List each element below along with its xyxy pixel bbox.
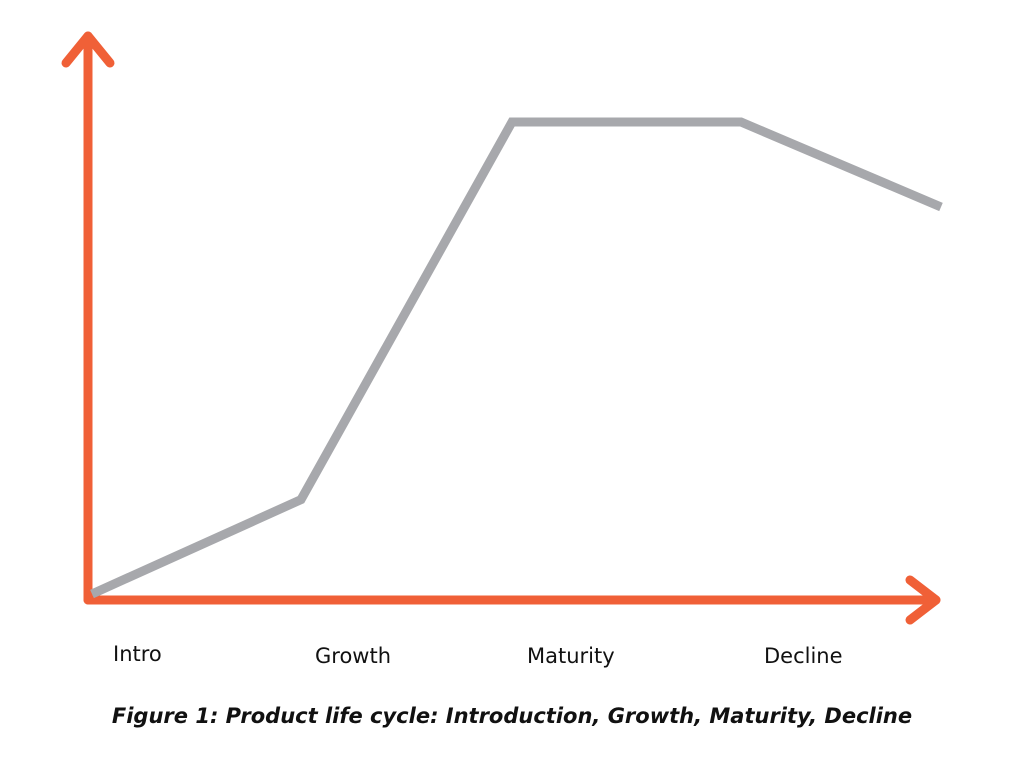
stage-label-decline: Decline <box>764 644 843 668</box>
axes <box>61 31 941 625</box>
stage-label-growth: Growth <box>315 644 392 668</box>
x-axis-arrowhead <box>905 575 941 625</box>
stage-label-maturity: Maturity <box>527 644 615 668</box>
life-cycle-curve <box>90 117 943 599</box>
figure-caption: Figure 1: Product life cycle: Introducti… <box>111 704 913 728</box>
y-axis-arrowhead <box>61 31 115 68</box>
stage-label-intro: Intro <box>113 642 162 666</box>
